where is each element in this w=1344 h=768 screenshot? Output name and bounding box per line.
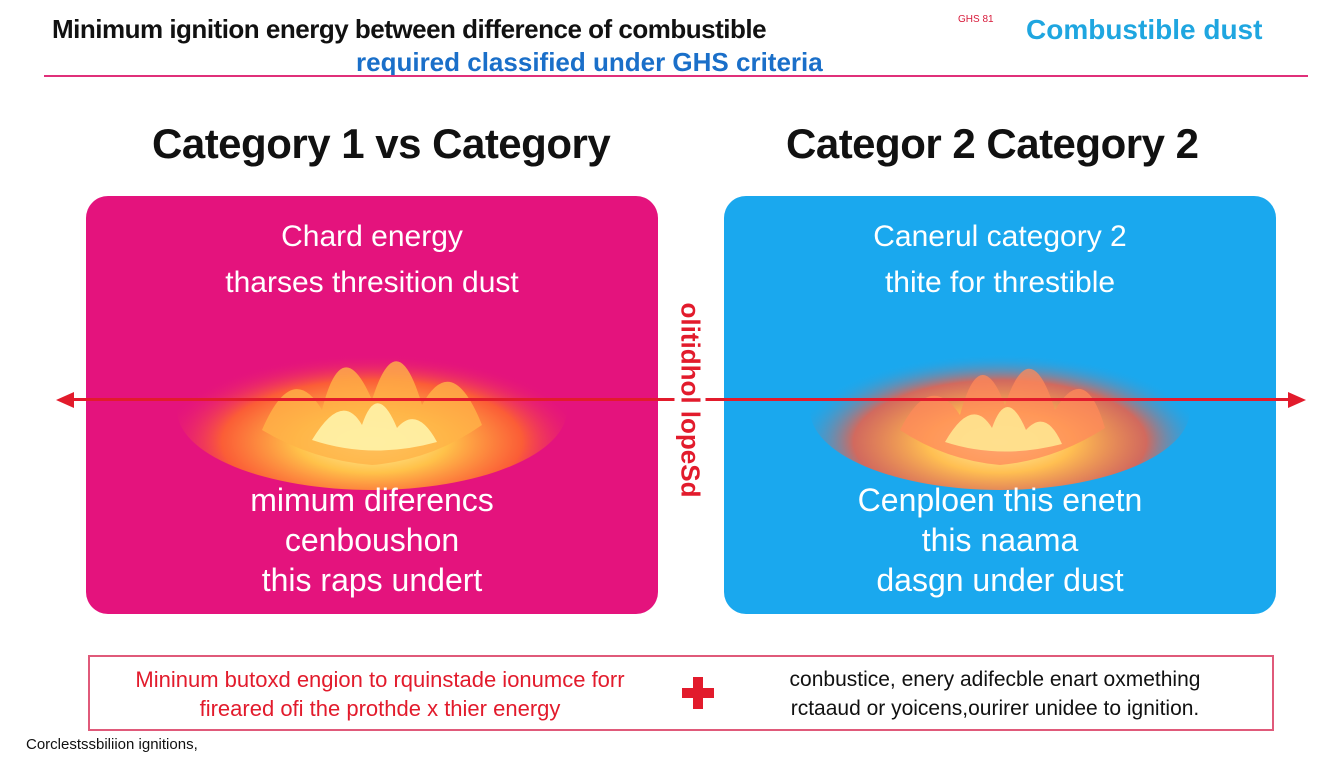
title-superscript-note: GHS 81 (958, 14, 994, 25)
panel-right-bottom2: this naama (921, 522, 1079, 558)
title-divider (44, 75, 1308, 77)
page-subtitle: required classified under GHS criteria (356, 47, 823, 77)
category-right-heading: Categor 2 Category 2 (786, 120, 1199, 167)
footer-caption: Corclestssbiliion ignitions, (26, 736, 198, 753)
panel-right-bottom1: Cenploen this enetn (857, 482, 1143, 518)
panel-right-line2: thite for threstible (884, 266, 1116, 299)
note-left-line1: Mininum butoxd engion to rquinstade ionu… (135, 667, 625, 692)
panel-category-2: Canerul category 2 thite for threstible … (724, 196, 1276, 614)
note-box: Mininum butoxd engion to rquinstade ionu… (88, 655, 1274, 731)
flame-icon (177, 330, 567, 490)
flame-icon (810, 330, 1190, 490)
panel-left-line1: Chard energy (281, 220, 463, 253)
vertical-axis-label: olitidhol lopeSd (674, 296, 706, 504)
note-right-line2: rctaaud or yoicens,ourirer unidee to ign… (790, 697, 1200, 720)
note-left-line2: fireared ofi the prothde x thier energy (199, 696, 561, 721)
panel-left-bottom3: this raps undert (261, 562, 483, 598)
note-left: Mininum butoxd engion to rquinstade ionu… (90, 665, 670, 723)
panel-category-1: Chard energy tharses thresition dust mim… (86, 196, 658, 614)
panel-right-bottom3: dasgn under dust (876, 562, 1124, 598)
panel-left-line2: tharses thresition dust (225, 266, 519, 299)
title-right: Combustible dust (1026, 14, 1263, 45)
arrow-right-icon (1288, 392, 1306, 408)
arrow-left-icon (56, 392, 74, 408)
category-left-heading: Category 1 vs Category (152, 120, 611, 167)
panel-left-bottom1: mimum diferencs (250, 482, 494, 518)
page-title: Minimum ignition energy between differen… (52, 14, 767, 44)
note-right-line1: conbustice, enery adifecble enart oxmeth… (789, 668, 1201, 691)
plus-icon (682, 677, 714, 709)
note-right: conbustice, enery adifecble enart oxmeth… (740, 665, 1250, 723)
panel-left-bottom2: cenboushon (284, 522, 460, 558)
panel-right-line1: Canerul category 2 (873, 220, 1127, 253)
